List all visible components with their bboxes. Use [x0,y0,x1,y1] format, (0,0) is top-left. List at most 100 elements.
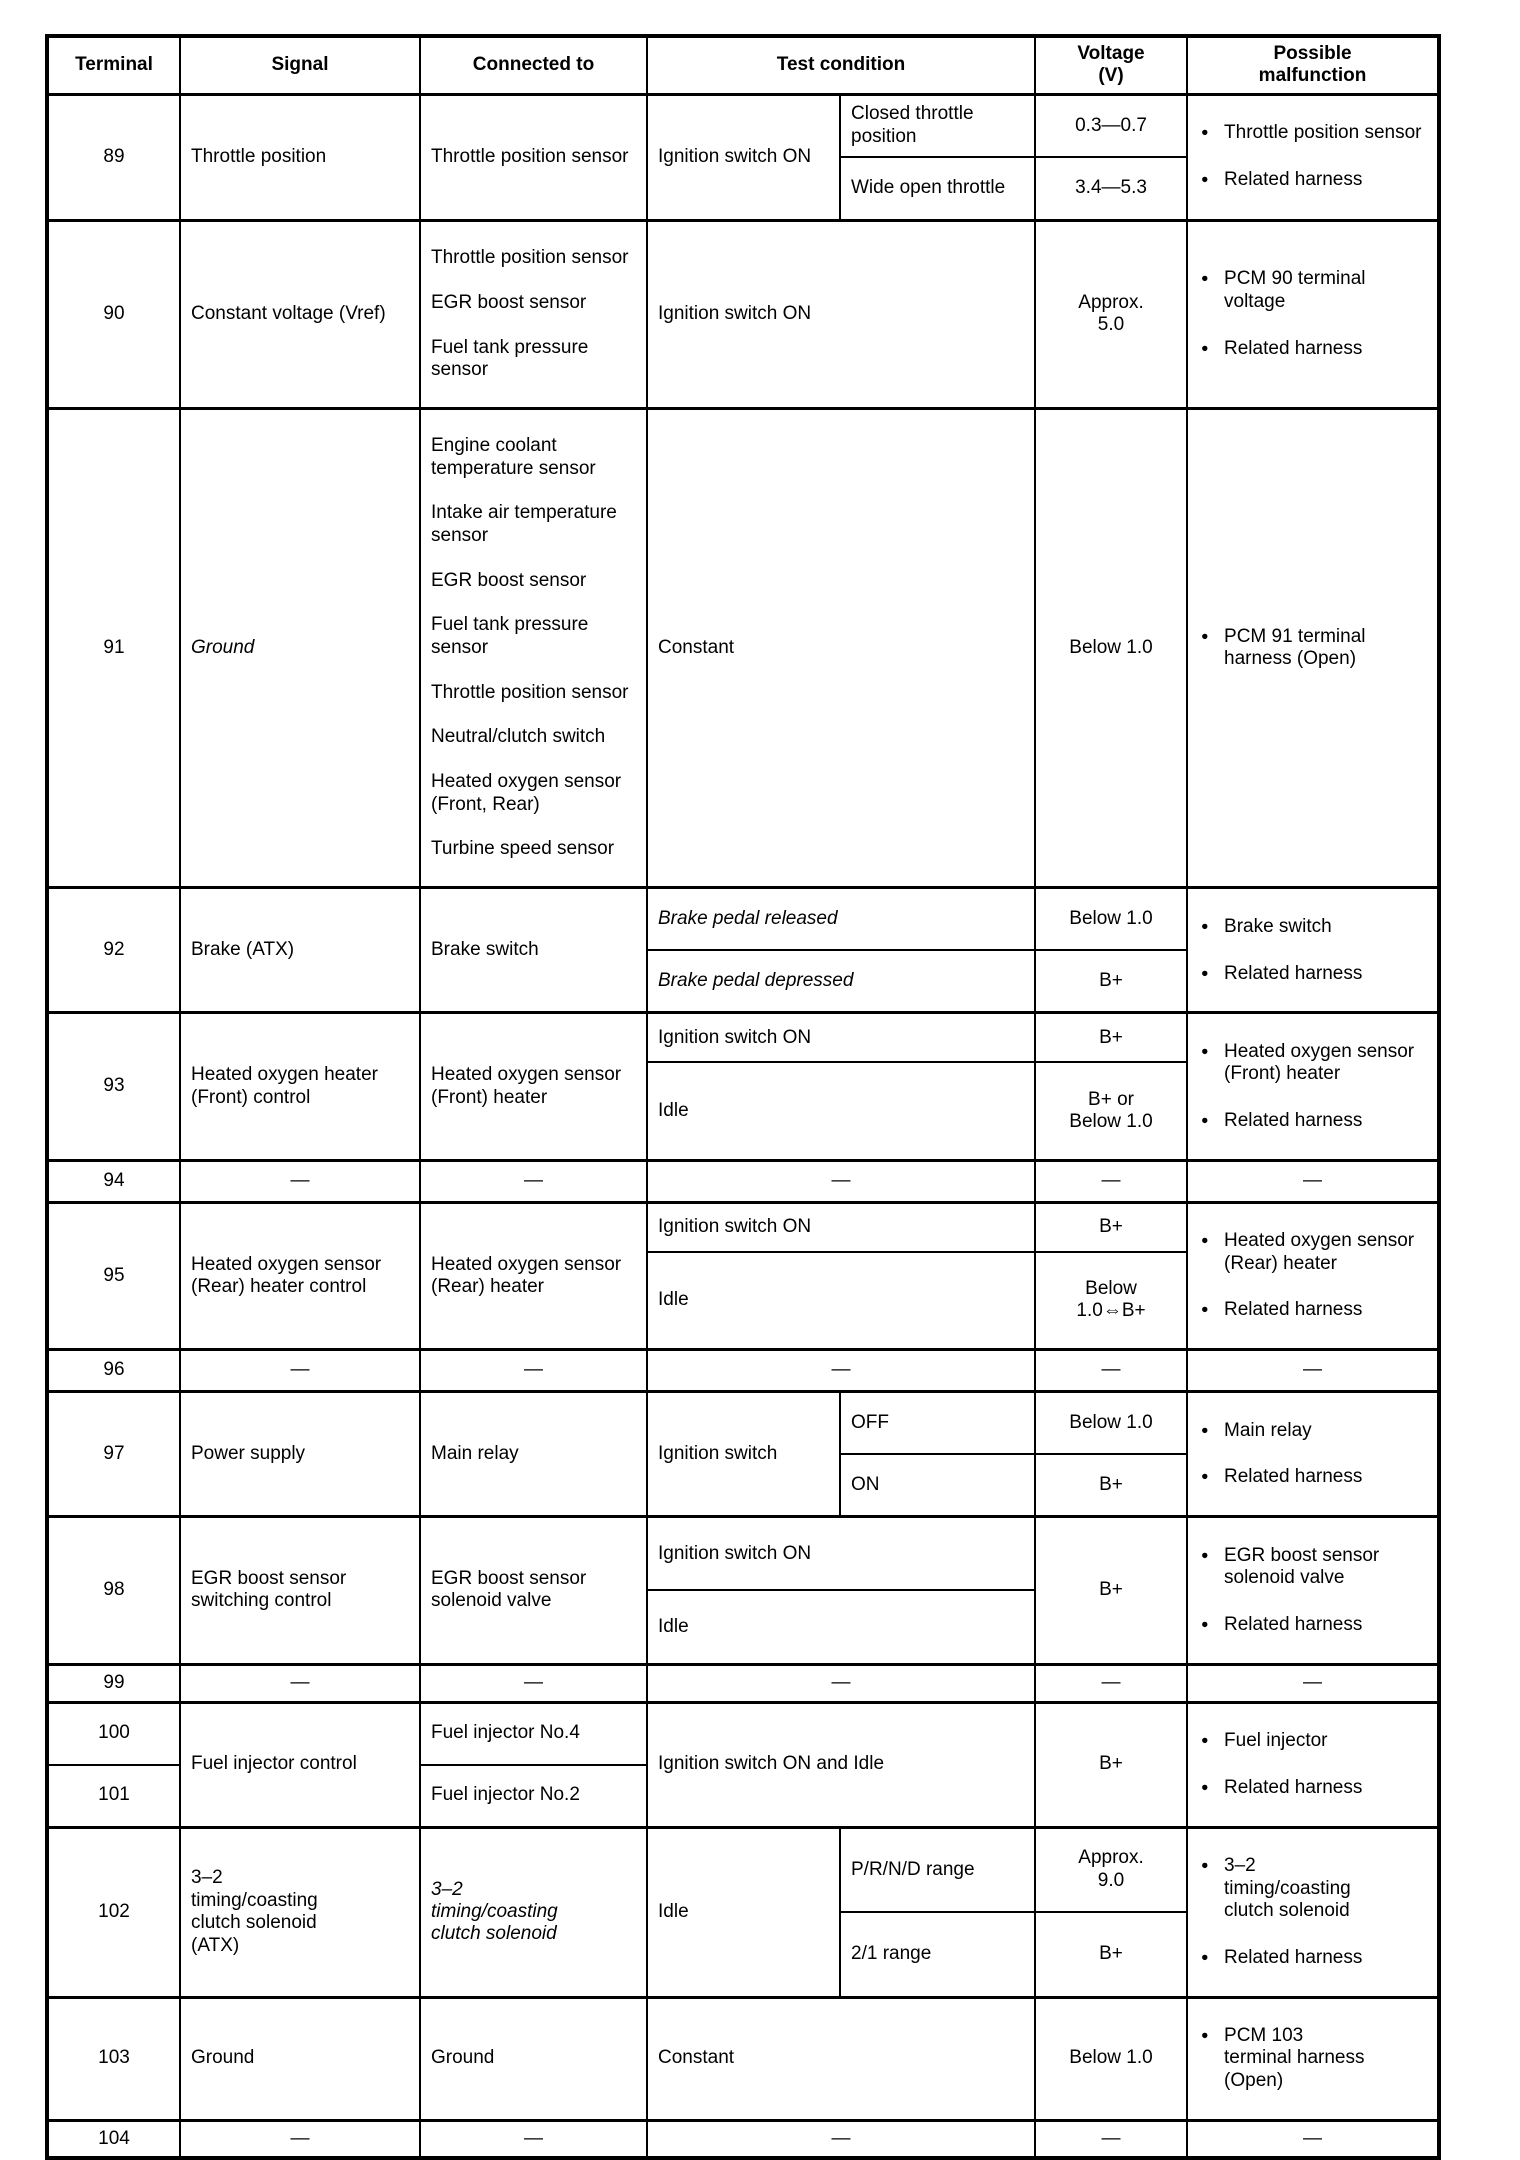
row-92-sub: Brake pedal depressed B+ [47,949,1439,1014]
malfunction-item: PCM 103 terminal harness (Open) [1198,2025,1427,2092]
malfunction-cell: Fuel injector Related harness [1186,1700,1441,1829]
signal-cell: Heated oxygen heater (Front) control [179,1011,421,1162]
terminal-cell: 104 [46,2118,181,2160]
terminal-cell: 102 [46,1825,181,1999]
connected-cell: Ground [419,1995,648,2122]
malfunction-item: Related harness [1198,1299,1427,1321]
malfunction-cell: — [1186,1348,1441,1393]
row-95: 95 Heated oxygen sensor (Rear) heater co… [46,1200,1441,1351]
test-cell: Idle [645,1250,1037,1351]
malfunction-item: Brake switch [1198,916,1427,938]
test-cell: — [645,1348,1037,1393]
terminal-cell: 97 [46,1390,181,1518]
signal-cell: — [179,1158,421,1204]
malfunction-cell: Throttle position sensor Related harness [1186,92,1441,221]
malfunction-item: Related harness [1198,169,1427,191]
test-cell: Ignition switch [646,1390,841,1518]
signal-cell: Heated oxygen sensor (Rear) heater contr… [179,1200,421,1351]
signal-cell: 3–2 timing/coasting clutch solenoid (ATX… [179,1825,421,1999]
terminal-cell: 99 [46,1662,181,1704]
connected-cell: — [419,1348,648,1393]
malfunction-cell: — [1186,2118,1441,2160]
malfunction-cell: Heated oxygen sensor (Rear) heater Relat… [1186,1200,1441,1351]
test-sub-cell: OFF [838,1390,1037,1456]
voltage-cell: Below 1.0⇔B+ [1034,1250,1189,1351]
signal-cell: Brake (ATX) [179,886,421,1014]
test-cell: Brake pedal released [645,886,1037,952]
row-93-sub: Idle B+ or Below 1.0 [47,1061,1439,1162]
terminal-cell: 94 [46,1158,181,1204]
test-cell: Ignition switch ON [645,1200,1037,1253]
terminal-cell: 95 [46,1200,181,1351]
terminal-cell: 101 [46,1763,181,1829]
voltage-cell: B+ [1034,1515,1189,1666]
malfunction-cell: — [1186,1662,1441,1704]
malfunction-item: Related harness [1198,1466,1427,1488]
malfunction-item: PCM 90 terminal voltage [1198,268,1427,313]
row-102: 102 3–2 timing/coasting clutch solenoid … [46,1825,1441,1999]
connected-item: Turbine speed sensor [431,838,615,860]
col-header-terminal: Terminal [46,35,181,96]
test-cell: — [645,1158,1037,1204]
malfunction-cell: Heated oxygen sensor (Front) heater Rela… [1186,1011,1441,1162]
malfunction-cell: EGR boost sensor solenoid valve Related … [1186,1515,1441,1666]
row-90: 90 Constant voltage (Vref) Throttle posi… [46,218,1441,410]
test-cell: Ignition switch ON [645,1011,1037,1064]
signal-cell: — [179,1348,421,1393]
malfunction-item: PCM 91 terminal harness (Open) [1198,626,1427,671]
connected-cell: — [419,1662,648,1704]
connected-cell: Throttle position sensor [419,92,648,221]
malfunction-cell: PCM 90 terminal voltage Related harness [1186,218,1441,410]
connected-cell: EGR boost sensor solenoid valve [419,1515,648,1666]
terminal-cell: 92 [46,886,181,1014]
col-header-test-condition: Test condition [645,35,1037,96]
col-header-connected-to: Connected to [419,35,648,96]
connected-item: Heated oxygen sensor (Front, Rear) [431,771,622,815]
test-cell: Idle [645,1061,1037,1162]
voltage-cell: Approx. 5.0 [1034,218,1189,410]
connected-item: EGR boost sensor [431,291,587,313]
voltage-cell: Approx. 9.0 [1034,1825,1189,1914]
terminal-cell: 98 [46,1515,181,1666]
voltage-cell: 3.4—5.3 [1034,156,1189,221]
connected-item: EGR boost sensor [431,569,587,591]
row-97-sub: ON B+ [47,1453,1439,1518]
test-cell: Idle [646,1825,841,1999]
connected-item: Engine coolant temperature sensor [431,435,596,479]
malfunction-item: Fuel injector [1198,1730,1427,1752]
malfunction-item: Heated oxygen sensor (Rear) heater [1198,1230,1427,1275]
malfunction-cell: Main relay Related harness [1186,1390,1441,1518]
connected-item: Intake air temperature sensor [431,502,617,546]
voltage-cell: 0.3—0.7 [1034,92,1189,158]
col-header-voltage: Voltage (V) [1034,35,1189,96]
connected-item: Fuel tank pressure sensor [431,336,589,380]
signal-cell: Power supply [179,1390,421,1518]
voltage-cell: B+ or Below 1.0 [1034,1061,1189,1162]
voltage-cell: B+ [1034,1453,1189,1518]
malfunction-cell: — [1186,1158,1441,1204]
row-101: 101 Fuel injector No.2 [46,1763,1439,1829]
test-sub-cell: ON [838,1453,1037,1518]
malfunction-item: Throttle position sensor [1198,122,1427,144]
malfunction-item: Related harness [1198,1777,1427,1799]
row-92: 92 Brake (ATX) Brake switch Brake pedal … [46,886,1441,1014]
voltage-cell: B+ [1034,1911,1189,1999]
malfunction-cell: 3–2 timing/coasting clutch solenoid Rela… [1186,1825,1441,1999]
row-89: 89 Throttle position Throttle position s… [46,92,1441,221]
col-header-malfunction: Possible malfunction [1186,35,1441,96]
connected-cell: Main relay [419,1390,648,1518]
row-96: 96 — — — — — [46,1348,1441,1393]
signal-cell: — [179,1662,421,1704]
test-cell: Ignition switch ON [645,1515,1037,1592]
voltage-cell: — [1034,1348,1189,1393]
header-row: Terminal Signal Connected to Test condit… [46,35,1441,96]
signal-cell: Ground [179,406,421,889]
connected-item: Throttle position sensor [431,246,629,268]
malfunction-item: Related harness [1198,338,1427,360]
connected-cell: Heated oxygen sensor (Rear) heater [419,1200,648,1351]
malfunction-item: Related harness [1198,963,1427,985]
voltage-cell: Below 1.0 [1034,406,1189,889]
test-sub-cell: Wide open throttle [838,156,1037,221]
voltage-cell: — [1034,2118,1189,2160]
row-100: 100 Fuel injector control Fuel injector … [46,1700,1441,1829]
